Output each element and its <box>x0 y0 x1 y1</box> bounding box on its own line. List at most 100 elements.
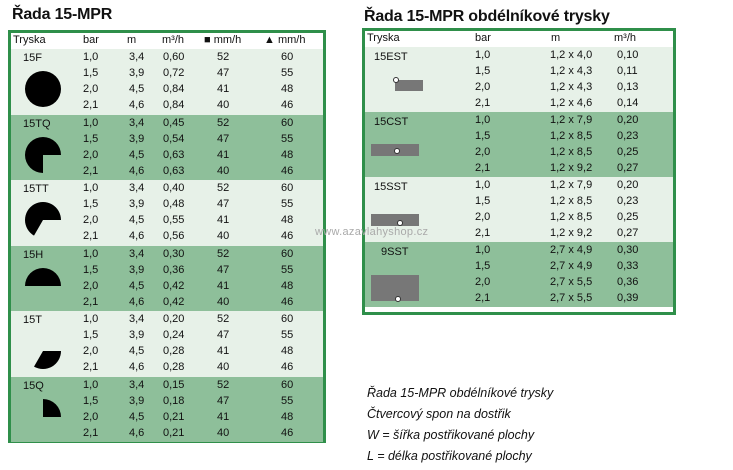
radius-cell: 4,5 <box>129 345 145 357</box>
header-m: m <box>127 34 137 46</box>
flow-cell: 0,15 <box>163 378 185 391</box>
square-rate-cell: 47 <box>217 263 230 276</box>
square-rate-cell: 40 <box>217 295 230 308</box>
radius-cell: 4,5 <box>129 410 145 423</box>
legend: Řada 15-MPR obdélníkové trysky Čtvercový… <box>367 383 553 467</box>
table-row: 2,1 4,6 0,63 40 46 <box>11 164 323 180</box>
radius-cell: 4,6 <box>129 99 145 111</box>
area-size-cell: 1,2 x 4,0 <box>550 49 593 61</box>
flow-cell: 0,54 <box>163 132 185 145</box>
pressure-cell: 1,5 <box>475 195 491 207</box>
flow-cell: 0,20 <box>617 114 639 126</box>
table-row: 1,0 1,2 x 7,9 0,20 <box>365 178 673 194</box>
flow-cell: 0,18 <box>163 394 185 407</box>
flow-cell: 0,21 <box>163 426 185 439</box>
table-row: 1,5 1,2 x 8,5 0,23 <box>365 129 673 145</box>
flow-cell: 0,45 <box>163 116 185 129</box>
spray-pattern-full-icon <box>25 71 61 107</box>
square-rate-cell: 52 <box>217 313 230 325</box>
table-row: 1,0 1,2 x 7,9 0,20 <box>365 113 673 129</box>
nozzle-name: 15SST <box>374 181 408 193</box>
radius-cell: 3,9 <box>129 132 145 145</box>
triangle-rate-cell: 55 <box>281 132 294 145</box>
pressure-cell: 1,0 <box>83 313 99 325</box>
triangle-rate-cell: 60 <box>281 247 294 260</box>
legend-line-3: W = šířka postřikované plochy <box>367 428 535 442</box>
pressure-cell: 1,0 <box>475 179 491 191</box>
area-size-cell: 2,7 x 5,5 <box>550 292 593 304</box>
square-rate-cell: 52 <box>217 247 230 260</box>
header-triangle-mmh: ▲ mm/h <box>264 34 306 46</box>
triangle-rate-cell: 46 <box>281 426 294 439</box>
square-rate-cell: 40 <box>217 426 230 439</box>
right-nozzle-table: Tryska bar m m³/h 15EST 1,0 1,2 x 4,0 0,10 1… <box>362 28 676 315</box>
square-rate-cell: 40 <box>217 361 230 373</box>
nozzle-name: 15F <box>23 52 42 64</box>
triangle-rate-cell: 48 <box>281 410 294 423</box>
rectangular-pattern-icon <box>393 77 423 91</box>
flow-cell: 0,25 <box>617 146 639 158</box>
table-row: 1,0 3,4 0,15 52 60 <box>11 378 323 394</box>
left-table-title: Řada 15-MPR <box>12 6 113 23</box>
pressure-cell: 1,5 <box>83 67 99 79</box>
rectangular-pattern-icon <box>371 144 419 156</box>
pressure-cell: 1,0 <box>475 114 491 126</box>
flow-cell: 0,28 <box>163 361 185 373</box>
table-row: 2,0 4,5 0,63 41 48 <box>11 148 323 164</box>
area-size-cell: 1,2 x 9,2 <box>550 162 593 174</box>
flow-cell: 0,40 <box>163 182 185 194</box>
nozzle-name: 15CST <box>374 116 409 128</box>
pressure-cell: 1,5 <box>83 394 99 407</box>
flow-cell: 0,23 <box>617 195 639 207</box>
area-size-cell: 1,2 x 9,2 <box>550 227 593 239</box>
flow-cell: 0,48 <box>163 198 185 210</box>
radius-cell: 3,9 <box>129 263 145 276</box>
pressure-cell: 2,1 <box>475 97 491 109</box>
triangle-rate-cell: 46 <box>281 361 294 373</box>
table-row: 1,0 1,2 x 4,0 0,10 <box>365 48 673 64</box>
spray-pattern-half-icon <box>25 267 61 286</box>
radius-cell: 4,6 <box>129 426 145 439</box>
square-rate-cell: 41 <box>217 83 230 95</box>
radius-cell: 4,6 <box>129 230 145 242</box>
legend-line-4: L = délka postřikované plochy <box>367 449 532 463</box>
table-row: 1,5 3,9 0,54 47 55 <box>11 132 323 148</box>
nozzle-position-dot <box>394 148 400 154</box>
flow-cell: 0,30 <box>617 244 639 256</box>
pressure-cell: 2,0 <box>475 211 491 223</box>
flow-cell: 0,21 <box>163 410 185 423</box>
nozzle-name: 15TT <box>23 183 49 195</box>
pressure-cell: 2,0 <box>475 276 491 288</box>
table-row: 2,1 2,7 x 5,5 0,39 <box>365 291 673 307</box>
right-table-title: Řada 15-MPR obdélníkové trysky <box>364 8 610 25</box>
table-row: 1,0 2,7 x 4,9 0,30 <box>365 243 673 259</box>
table-row: 2,1 4,6 0,21 40 46 <box>11 426 323 442</box>
table-row: 2,0 4,5 0,42 41 48 <box>11 279 323 295</box>
square-rate-cell: 52 <box>217 51 230 63</box>
triangle-rate-cell: 55 <box>281 329 294 341</box>
flow-cell: 0,56 <box>163 230 185 242</box>
pressure-cell: 2,0 <box>475 81 491 93</box>
header-square-mmh: ■ mm/h <box>204 34 242 46</box>
nozzle-name: 15H <box>23 248 44 261</box>
flow-cell: 0,13 <box>617 81 639 93</box>
pressure-cell: 2,1 <box>83 99 99 111</box>
flow-cell: 0,39 <box>617 292 639 304</box>
radius-cell: 3,4 <box>129 182 145 194</box>
nozzle-name: 15Q <box>23 379 44 392</box>
legend-line-1: Řada 15-MPR obdélníkové trysky <box>367 386 554 400</box>
flow-cell: 0,55 <box>163 214 185 226</box>
pressure-cell: 1,5 <box>83 263 99 276</box>
area-size-cell: 1,2 x 7,9 <box>550 114 593 126</box>
table-row: 2,0 4,5 0,84 41 48 <box>11 82 323 98</box>
table-row: 2,1 4,6 0,56 40 46 <box>11 229 323 245</box>
flow-cell: 0,23 <box>617 130 639 142</box>
nozzle-group-15est: 15EST 1,0 1,2 x 4,0 0,10 1,5 1,2 x 4,3 0,11 2,0… <box>365 47 673 112</box>
area-size-cell: 1,2 x 7,9 <box>550 179 593 191</box>
pressure-cell: 2,1 <box>475 227 491 239</box>
watermark-text: www.azavlahyshop.cz <box>315 226 429 238</box>
radius-cell: 3,4 <box>129 51 145 63</box>
radius-cell: 3,4 <box>129 116 145 129</box>
pressure-cell: 1,0 <box>83 116 99 129</box>
pressure-cell: 1,5 <box>475 130 491 142</box>
